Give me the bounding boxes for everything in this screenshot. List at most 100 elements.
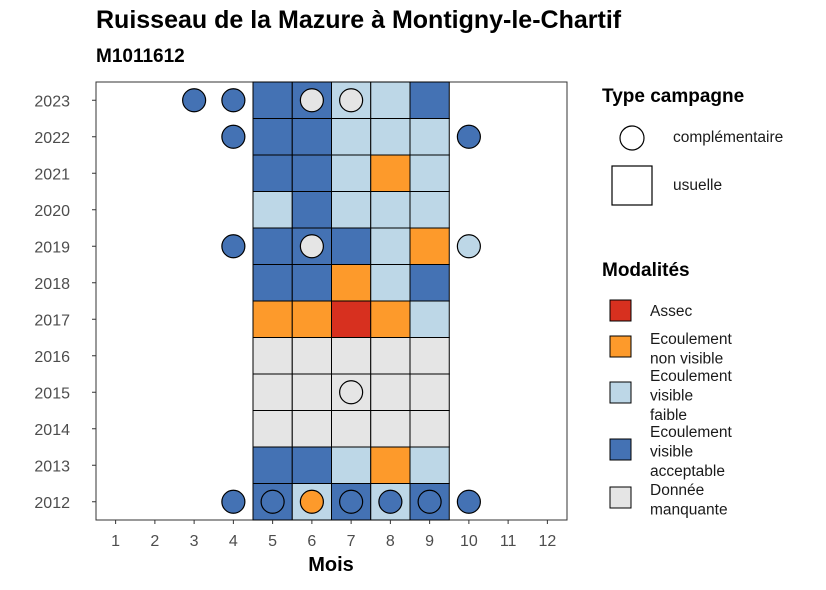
x-tick-label: 10 [460,533,478,550]
x-tick-label: 9 [425,533,434,550]
legend-label-line: acceptable [650,463,725,480]
legend-label-line: Ecoulement [650,424,733,441]
tile-2017-8 [370,300,411,338]
tile-2020-8 [370,191,411,229]
x-tick-label: 12 [538,533,556,550]
legend-label-line: Assec [650,303,692,320]
tile-2018-6 [291,264,332,302]
tile-2018-5 [252,264,293,302]
legend-label-line: faible [650,407,687,424]
tile-2013-6 [291,446,332,484]
point-2022-4 [221,124,246,149]
legend-label-line: Ecoulement [650,368,733,385]
legend-key-0 [609,299,632,322]
legend-label-line: manquante [650,502,728,519]
tile-2015-8 [370,373,411,411]
tile-2014-5 [252,410,293,448]
tile-2020-7 [331,191,372,229]
tile-2017-7 [331,300,372,338]
tile-2014-9 [409,410,450,448]
tile-2013-7 [331,446,372,484]
point-2012-6 [299,489,324,514]
legend-label-line: non visible [650,351,723,368]
y-tick-label: 2015 [34,385,70,402]
y-tick-label: 2018 [34,276,70,293]
tile-2018-7 [331,264,372,302]
legend-label-line: visible [650,388,693,405]
legend-key-1 [609,335,632,358]
tile-2018-9 [409,264,450,302]
point-2023-4 [221,88,246,113]
point-2012-7 [339,489,364,514]
x-tick-label: 4 [229,533,238,550]
point-2012-5 [260,489,285,514]
y-tick-label: 2014 [34,422,70,439]
x-axis-label: Mois [308,554,354,576]
tile-2015-9 [409,373,450,411]
tile-2021-8 [370,154,411,192]
tile-2014-7 [331,410,372,448]
tile-2016-8 [370,337,411,375]
tile-2014-6 [291,410,332,448]
tile-2021-6 [291,154,332,192]
tile-2018-8 [370,264,411,302]
tile-2016-5 [252,337,293,375]
tile-2022-6 [291,118,332,156]
tile-2023-9 [409,81,450,119]
tile-2021-7 [331,154,372,192]
point-2019-4 [221,234,246,259]
point-2022-10 [456,124,481,149]
tile-2022-9 [409,118,450,156]
x-tick-label: 2 [150,533,159,550]
y-tick-label: 2013 [34,458,70,475]
legend-key-3 [609,438,632,461]
tile-2012-9 [409,483,450,521]
tile-2019-5 [252,227,293,265]
tile-2014-8 [370,410,411,448]
tile-2019-9 [409,227,450,265]
point-2012-8 [378,489,403,514]
y-tick-label: 2012 [34,495,70,512]
tile-2023-8 [370,81,411,119]
tile-2022-5 [252,118,293,156]
tile-2020-6 [291,191,332,229]
x-tick-label: 11 [500,533,517,550]
y-tick-label: 2019 [34,239,70,256]
tile-2017-5 [252,300,293,338]
tile-2013-8 [370,446,411,484]
tile-2021-5 [252,154,293,192]
y-tick-label: 2020 [34,203,70,220]
point-2019-10 [456,234,481,259]
tile-2016-6 [291,337,332,375]
tile-2016-7 [331,337,372,375]
tile-2015-5 [252,373,293,411]
y-tick-label: 2022 [34,130,70,147]
tile-2015-6 [291,373,332,411]
legend-title-modalities: Modalités [602,260,690,281]
point-2015-7 [339,380,364,405]
x-tick-label: 5 [268,533,277,550]
point-2023-6 [299,88,324,113]
y-tick-label: 2021 [34,166,70,183]
y-tick-label: 2016 [34,349,70,366]
point-2023-7 [339,88,364,113]
legend-label-line: Donnée [650,482,704,499]
x-tick-label: 1 [111,533,120,550]
chart-title: Ruisseau de la Mazure à Montigny-le-Char… [96,6,622,34]
x-tick-label: 3 [190,533,199,550]
legend-key-circle [619,125,645,151]
legend-label-line: visible [650,444,693,461]
point-2012-9 [417,489,442,514]
x-tick-label: 7 [347,533,356,550]
legend-label-usuelle: usuelle [673,177,723,194]
x-tick-label: 6 [307,533,316,550]
tile-2017-6 [291,300,332,338]
tile-2022-8 [370,118,411,156]
tile-2022-7 [331,118,372,156]
tile-2019-7 [331,227,372,265]
tile-2017-9 [409,300,450,338]
point-2019-6 [299,234,324,259]
tile-2013-5 [252,446,293,484]
y-tick-label: 2023 [34,93,70,110]
tile-2020-9 [409,191,450,229]
